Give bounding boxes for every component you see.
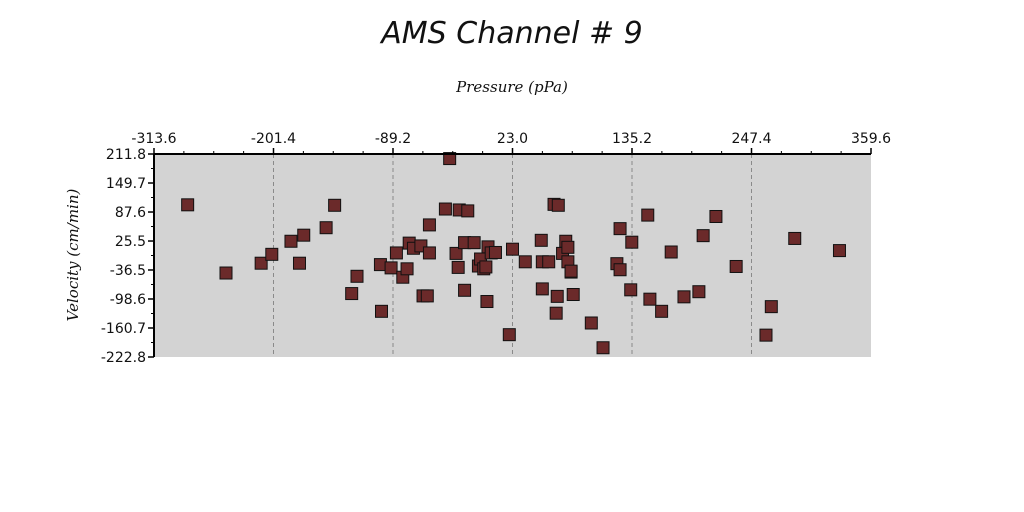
y-tick-label: 87.6 xyxy=(115,205,146,221)
data-point xyxy=(550,289,564,303)
data-point xyxy=(488,245,502,259)
data-point xyxy=(549,306,563,320)
x-axis-label: Pressure (pPa) xyxy=(455,78,568,96)
data-point xyxy=(564,264,578,278)
data-point xyxy=(265,247,279,261)
y-axis-label: Velocity (cm/min) xyxy=(64,189,82,322)
data-point xyxy=(655,304,669,318)
y-tick-label: -36.5 xyxy=(110,263,146,279)
y-tick-label: 25.5 xyxy=(115,234,146,250)
x-tick-label: 359.6 xyxy=(851,131,891,147)
data-point xyxy=(374,304,388,318)
data-point xyxy=(624,283,638,297)
data-point xyxy=(254,256,268,270)
data-point xyxy=(832,244,846,258)
data-point xyxy=(319,221,333,235)
data-point xyxy=(788,231,802,245)
x-tick-label: -201.4 xyxy=(251,131,296,147)
data-point xyxy=(643,292,657,306)
data-points xyxy=(181,152,846,355)
data-point xyxy=(641,208,655,222)
x-tick-label: -89.2 xyxy=(375,131,411,147)
data-point xyxy=(420,289,434,303)
data-point xyxy=(502,328,516,342)
data-point xyxy=(479,260,493,274)
data-point xyxy=(506,242,519,256)
y-tick-label: -222.8 xyxy=(101,350,146,366)
data-point xyxy=(729,259,743,273)
data-point xyxy=(400,262,414,276)
data-point xyxy=(181,198,195,212)
data-point xyxy=(534,233,548,247)
data-point xyxy=(438,202,452,216)
data-point xyxy=(384,261,398,275)
data-point xyxy=(467,236,481,250)
data-point xyxy=(219,266,233,280)
data-point xyxy=(345,287,359,301)
x-tick-label: 135.2 xyxy=(612,131,652,147)
data-point xyxy=(542,255,556,269)
data-point xyxy=(561,240,575,254)
y-tick-label: -160.7 xyxy=(101,321,146,337)
data-point xyxy=(422,246,436,260)
data-point xyxy=(449,246,463,260)
data-point xyxy=(551,198,565,212)
data-point xyxy=(584,316,598,330)
data-point xyxy=(350,269,364,283)
data-point xyxy=(596,341,610,355)
data-point xyxy=(625,235,639,249)
data-point xyxy=(292,256,306,270)
data-point xyxy=(664,245,678,259)
data-point xyxy=(284,234,298,248)
x-tick-label: 247.4 xyxy=(731,131,771,147)
data-point xyxy=(759,328,773,342)
data-point xyxy=(389,246,403,260)
data-point xyxy=(443,152,457,166)
y-tick-label: -98.6 xyxy=(110,292,146,308)
data-point xyxy=(613,222,627,236)
data-point xyxy=(328,198,342,212)
data-point xyxy=(461,204,475,218)
data-point xyxy=(422,218,436,232)
data-point xyxy=(518,255,532,269)
x-tick-label: 23.0 xyxy=(497,131,528,147)
y-tick-label: 149.7 xyxy=(106,176,146,192)
data-point xyxy=(535,282,549,296)
data-point xyxy=(297,228,311,242)
data-point xyxy=(692,285,706,299)
y-tick-label: 211.8 xyxy=(106,147,146,163)
data-point xyxy=(458,283,472,297)
data-point xyxy=(451,260,465,274)
data-point xyxy=(764,300,778,314)
data-point xyxy=(566,288,580,302)
chart-title: AMS Channel # 9 xyxy=(379,16,642,51)
x-tick-label: -313.6 xyxy=(131,131,176,147)
data-point xyxy=(677,290,691,304)
data-point xyxy=(709,209,723,223)
axes: -313.6 -201.4 -89.2 23.0 135.2 247.4 359.6 211.… xyxy=(101,131,891,366)
data-point xyxy=(480,295,494,309)
data-point xyxy=(696,229,710,243)
data-point xyxy=(613,263,627,277)
